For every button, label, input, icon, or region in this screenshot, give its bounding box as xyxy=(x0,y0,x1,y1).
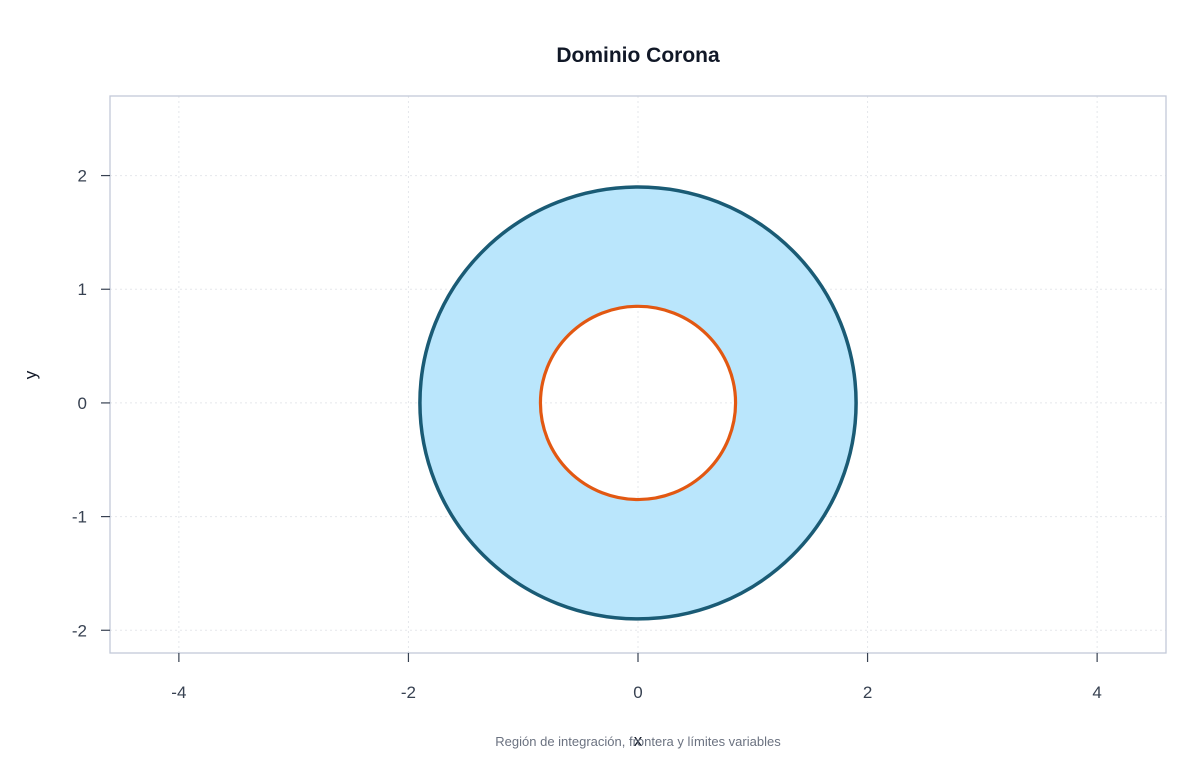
y-tick-label: -2 xyxy=(72,621,87,640)
outer-boundary xyxy=(418,185,858,621)
annulus-region xyxy=(419,186,857,619)
chart-caption: Región de integración, frontera y límite… xyxy=(495,734,781,749)
chart-title: Dominio Corona xyxy=(556,44,720,67)
x-tick-label: -2 xyxy=(401,683,416,702)
y-tick-label: -1 xyxy=(72,508,87,527)
y-tick-label: 1 xyxy=(78,280,87,299)
x-tick-label: 2 xyxy=(863,683,872,702)
x-tick-label: 0 xyxy=(633,683,642,702)
y-tick-label: 2 xyxy=(78,167,87,186)
axis-ticks: -4 -2 0 2 4 -2 -1 0 1 2 xyxy=(72,167,1102,702)
plot-area xyxy=(418,185,858,621)
x-tick-label: 4 xyxy=(1092,683,1101,702)
inner-boundary xyxy=(538,304,738,502)
grid xyxy=(110,96,1166,653)
x-tick-label: -4 xyxy=(171,683,186,702)
y-tick-label: 0 xyxy=(78,394,87,413)
x-axis-label: x xyxy=(634,731,643,750)
y-axis-label: y xyxy=(21,370,40,379)
